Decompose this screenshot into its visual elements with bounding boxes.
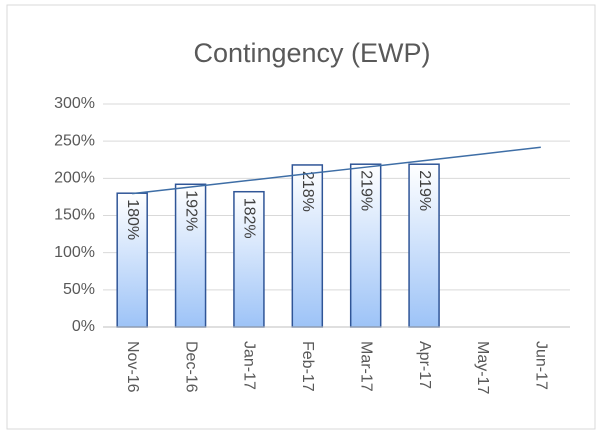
bar	[291, 164, 324, 328]
bar	[349, 163, 382, 328]
data-label: 182%	[241, 198, 258, 239]
y-tick-label: 0%	[72, 318, 95, 335]
y-tick-label: 300%	[54, 95, 95, 112]
data-label: 219%	[357, 170, 374, 211]
data-label: 192%	[182, 190, 199, 231]
data-label: 219%	[416, 170, 433, 211]
data-label: 218%	[299, 171, 316, 212]
trend-line	[132, 146, 541, 195]
y-tick-label: 50%	[63, 281, 95, 298]
x-tick-label: May-17	[474, 341, 491, 394]
y-tick-label: 200%	[54, 170, 95, 187]
x-tick-label: Dec-16	[182, 341, 199, 393]
y-tick-label: 100%	[54, 244, 95, 261]
y-tick-label: 150%	[54, 207, 95, 224]
bar	[116, 192, 148, 328]
x-tick-label: Mar-17	[357, 341, 374, 392]
x-tick-label: Apr-17	[416, 341, 433, 389]
x-tick-label: Jan-17	[241, 341, 258, 390]
y-tick-label: 250%	[54, 132, 95, 149]
data-label: 180%	[124, 199, 141, 240]
x-tick-label: Feb-17	[299, 341, 316, 392]
chart-title: Contingency (EWP)	[193, 38, 430, 68]
bar	[174, 183, 207, 328]
x-tick-label: Jun-17	[533, 341, 550, 390]
x-tick-label: Nov-16	[124, 341, 141, 393]
bar	[408, 163, 440, 328]
